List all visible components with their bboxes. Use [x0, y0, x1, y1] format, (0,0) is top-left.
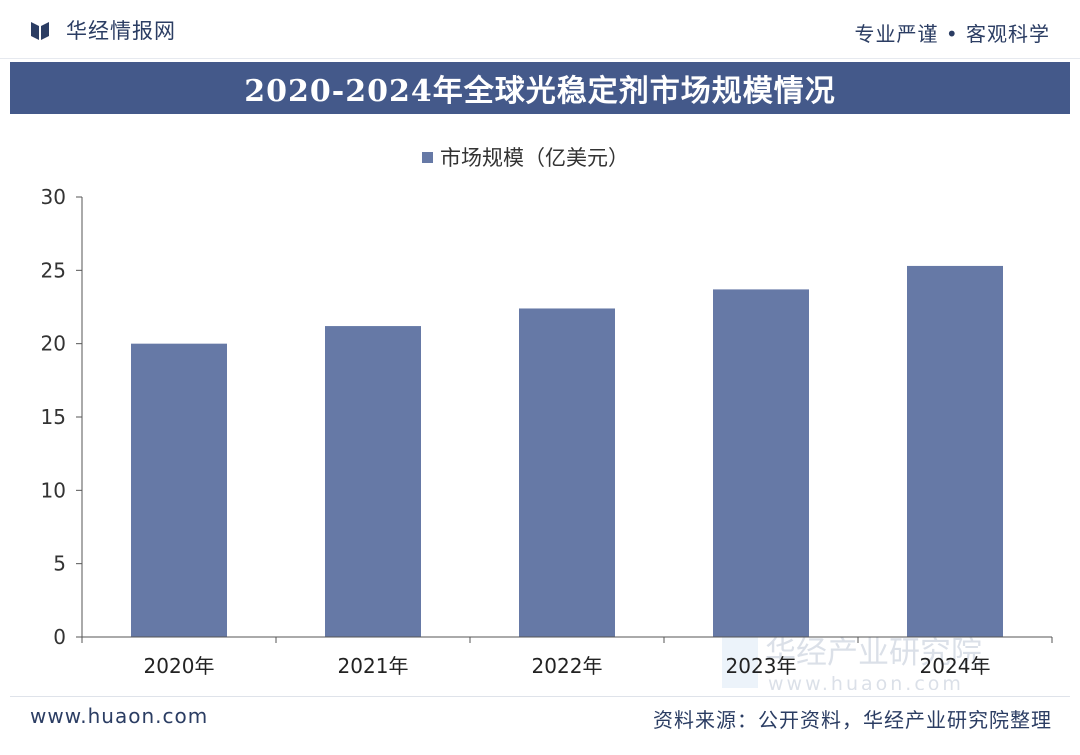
bar [713, 289, 809, 637]
y-tick-label: 5 [53, 552, 66, 576]
legend-swatch [422, 152, 433, 163]
x-tick-label: 2020年 [144, 654, 215, 678]
y-tick-label: 30 [41, 185, 66, 209]
bars [131, 265, 1003, 637]
y-tick-label: 10 [41, 478, 66, 502]
footer-divider [10, 696, 1070, 697]
bar [325, 326, 421, 637]
y-tick-label: 25 [41, 258, 66, 282]
title-banner: 2020-2024年全球光稳定剂市场规模情况 [10, 62, 1070, 114]
y-tick-label: 0 [53, 625, 66, 649]
y-tick-label: 15 [41, 405, 66, 429]
x-axis: 2020年 2021年 2022年 2023年 2024年 [81, 636, 1053, 678]
watermark-url: www.huaon.com [768, 673, 964, 690]
y-tick-label: 20 [41, 332, 66, 356]
brand-logo-icon [31, 22, 49, 40]
chart-title: 2020-2024年全球光稳定剂市场规模情况 [244, 74, 836, 109]
y-axis: 0 5 10 15 20 25 30 [41, 185, 83, 649]
bar [907, 265, 1003, 637]
x-tick-label: 2022年 [532, 654, 603, 678]
source-note: 资料来源：公开资料，华经产业研究院整理 [653, 708, 1052, 732]
legend-label: 市场规模（亿美元） [440, 146, 629, 170]
top-bar: 华经情报网 专业严谨 • 客观科学 [0, 0, 1080, 59]
x-tick-label: 2023年 [726, 654, 797, 678]
legend: 市场规模（亿美元） [422, 146, 629, 170]
watermark-logo-shape [722, 632, 758, 688]
website-link[interactable]: www.huaon.com [30, 704, 209, 728]
bar [131, 343, 227, 637]
bar [519, 308, 615, 637]
watermark-layer: 华经产业研究院 www.huaon.com [722, 632, 982, 690]
brand-name: 华经情报网 [66, 19, 176, 43]
watermark-text: 华经产业研究院 [765, 635, 982, 671]
bar-chart: 华经产业研究院 www.huaon.com 市场规模（亿美元） 0 5 10 15 20… [41, 146, 1053, 690]
brand[interactable]: 华经情报网 [30, 14, 176, 46]
x-tick-label: 2024年 [920, 654, 991, 678]
x-tick-label: 2021年 [338, 654, 409, 678]
slogan: 专业严谨 • 客观科学 [854, 22, 1050, 46]
